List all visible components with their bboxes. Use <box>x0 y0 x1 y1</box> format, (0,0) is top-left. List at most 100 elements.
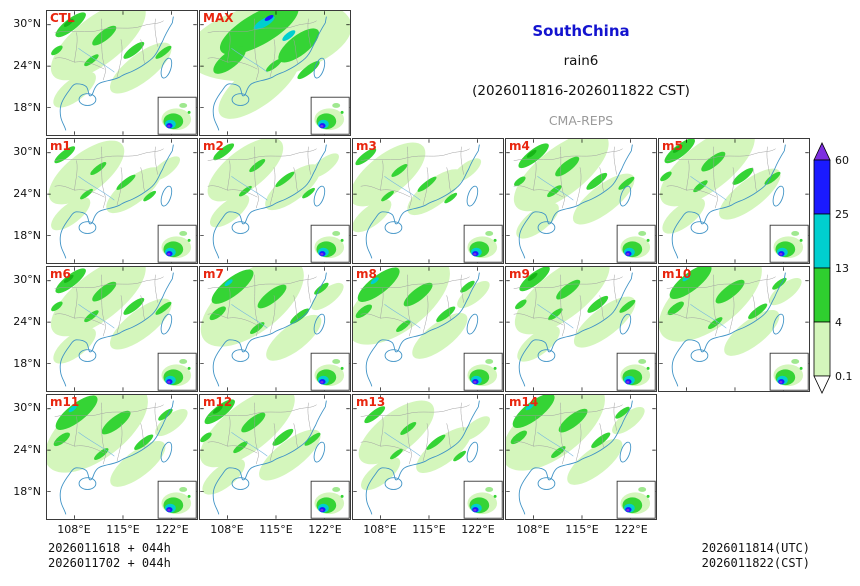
colorbar-label-4: 4 <box>835 316 842 329</box>
x-tick-115e: 115°E <box>565 523 599 536</box>
model-name: CMA-REPS <box>548 113 614 128</box>
y-tick-18n: 18°N <box>13 485 41 498</box>
x-axis-labels-col1: 108°E 115°E 122°E <box>46 523 198 537</box>
map-m4 <box>506 139 656 263</box>
colorbar-label-25: 25 <box>835 208 849 221</box>
panel-label-m4: m4 <box>509 139 530 153</box>
x-tick-122e: 122°E <box>308 523 342 536</box>
y-tick-30n: 30°N <box>13 401 41 414</box>
y-tick-24n: 24°N <box>13 59 41 72</box>
map-m5 <box>659 139 809 263</box>
y-tick-30n: 30°N <box>13 145 41 158</box>
x-axis-labels-col3: 108°E 115°E 122°E <box>352 523 504 537</box>
panel-label-m11: m11 <box>50 395 80 409</box>
y-tick-24n: 24°N <box>13 443 41 456</box>
panel-row-3: 30°N 24°N 18°N m6 m7 m8 m9 <box>0 266 811 392</box>
panel-m14: m14 <box>505 394 657 520</box>
map-m13 <box>353 395 503 519</box>
panel-m6: m6 <box>46 266 198 392</box>
panel-row-1: 30°N 24°N 18°N CTL MAX <box>0 10 352 136</box>
map-m9 <box>506 267 656 391</box>
init-time-line2: 2026011702 + 044h <box>48 556 171 570</box>
panel-label-ctl: CTL <box>50 11 75 25</box>
init-times: 2026011618 + 044h 2026011702 + 044h <box>48 541 171 571</box>
x-tick-115e: 115°E <box>259 523 293 536</box>
panel-m3: m3 <box>352 138 504 264</box>
x-tick-122e: 122°E <box>614 523 648 536</box>
panel-label-m3: m3 <box>356 139 377 153</box>
panel-label-m6: m6 <box>50 267 71 281</box>
region-title: SouthChina <box>532 22 630 40</box>
panel-m12: m12 <box>199 394 351 520</box>
panel-m8: m8 <box>352 266 504 392</box>
panel-m11: m11 <box>46 394 198 520</box>
x-tick-115e: 115°E <box>412 523 446 536</box>
valid-time-cst: 2026011822(CST) <box>701 556 810 570</box>
y-axis-labels-row3: 30°N 24°N 18°N <box>0 266 46 392</box>
map-m12 <box>200 395 350 519</box>
map-m10 <box>659 267 809 391</box>
map-m6 <box>47 267 197 391</box>
panel-label-m5: m5 <box>662 139 683 153</box>
panel-label-m14: m14 <box>509 395 539 409</box>
map-m1 <box>47 139 197 263</box>
panel-row-4: 30°N 24°N 18°N m11 m12 m13 m14 <box>0 394 658 520</box>
panel-label-m9: m9 <box>509 267 530 281</box>
colorbar: 60 25 13 4 0.1 <box>812 140 860 402</box>
panel-label-m7: m7 <box>203 267 224 281</box>
panel-m2: m2 <box>199 138 351 264</box>
panel-label-m10: m10 <box>662 267 692 281</box>
valid-time-utc: 2026011814(UTC) <box>701 541 810 555</box>
panel-label-m13: m13 <box>356 395 386 409</box>
panel-m9: m9 <box>505 266 657 392</box>
y-tick-24n: 24°N <box>13 187 41 200</box>
panel-m13: m13 <box>352 394 504 520</box>
x-tick-108e: 108°E <box>57 523 91 536</box>
variable-title: rain6 <box>563 53 599 69</box>
x-tick-108e: 108°E <box>516 523 550 536</box>
y-tick-30n: 30°N <box>13 17 41 30</box>
y-axis-labels-row4: 30°N 24°N 18°N <box>0 394 46 520</box>
x-tick-115e: 115°E <box>106 523 140 536</box>
panel-m5: m5 <box>658 138 810 264</box>
x-tick-108e: 108°E <box>363 523 397 536</box>
y-tick-18n: 18°N <box>13 357 41 370</box>
y-axis-labels-row2: 30°N 24°N 18°N <box>0 138 46 264</box>
map-ctl <box>47 11 197 135</box>
colorbar-seg-25-60 <box>813 159 831 215</box>
map-m11 <box>47 395 197 519</box>
x-axis-labels-col4: 108°E 115°E 122°E <box>505 523 657 537</box>
valid-period: (2026011816-2026011822 CST) <box>472 83 690 99</box>
map-m7 <box>200 267 350 391</box>
panel-m4: m4 <box>505 138 657 264</box>
colorbar-seg-0.1-4 <box>813 321 831 377</box>
colorbar-arrow-bottom <box>813 375 831 394</box>
panel-label-m1: m1 <box>50 139 71 153</box>
colorbar-label-0.1: 0.1 <box>835 370 853 383</box>
panel-label-m8: m8 <box>356 267 377 281</box>
panel-m10: m10 <box>658 266 810 392</box>
panel-ctl: CTL <box>46 10 198 136</box>
colorbar-arrow-top <box>813 142 831 161</box>
map-m8 <box>353 267 503 391</box>
panel-label-m2: m2 <box>203 139 224 153</box>
x-tick-108e: 108°E <box>210 523 244 536</box>
panel-max: MAX <box>199 10 351 136</box>
y-tick-18n: 18°N <box>13 229 41 242</box>
map-max <box>200 11 350 135</box>
map-m3 <box>353 139 503 263</box>
panel-m7: m7 <box>199 266 351 392</box>
y-tick-30n: 30°N <box>13 273 41 286</box>
colorbar-seg-4-13 <box>813 267 831 323</box>
colorbar-label-13: 13 <box>835 262 849 275</box>
colorbar-label-60: 60 <box>835 154 849 167</box>
x-tick-122e: 122°E <box>461 523 495 536</box>
x-axis-labels-col2: 108°E 115°E 122°E <box>199 523 351 537</box>
panel-m1: m1 <box>46 138 198 264</box>
init-time-line1: 2026011618 + 044h <box>48 541 171 555</box>
x-tick-122e: 122°E <box>155 523 189 536</box>
panel-row-2: 30°N 24°N 18°N m1 m2 m3 m4 <box>0 138 811 264</box>
y-axis-labels-row1: 30°N 24°N 18°N <box>0 10 46 136</box>
y-tick-24n: 24°N <box>13 315 41 328</box>
